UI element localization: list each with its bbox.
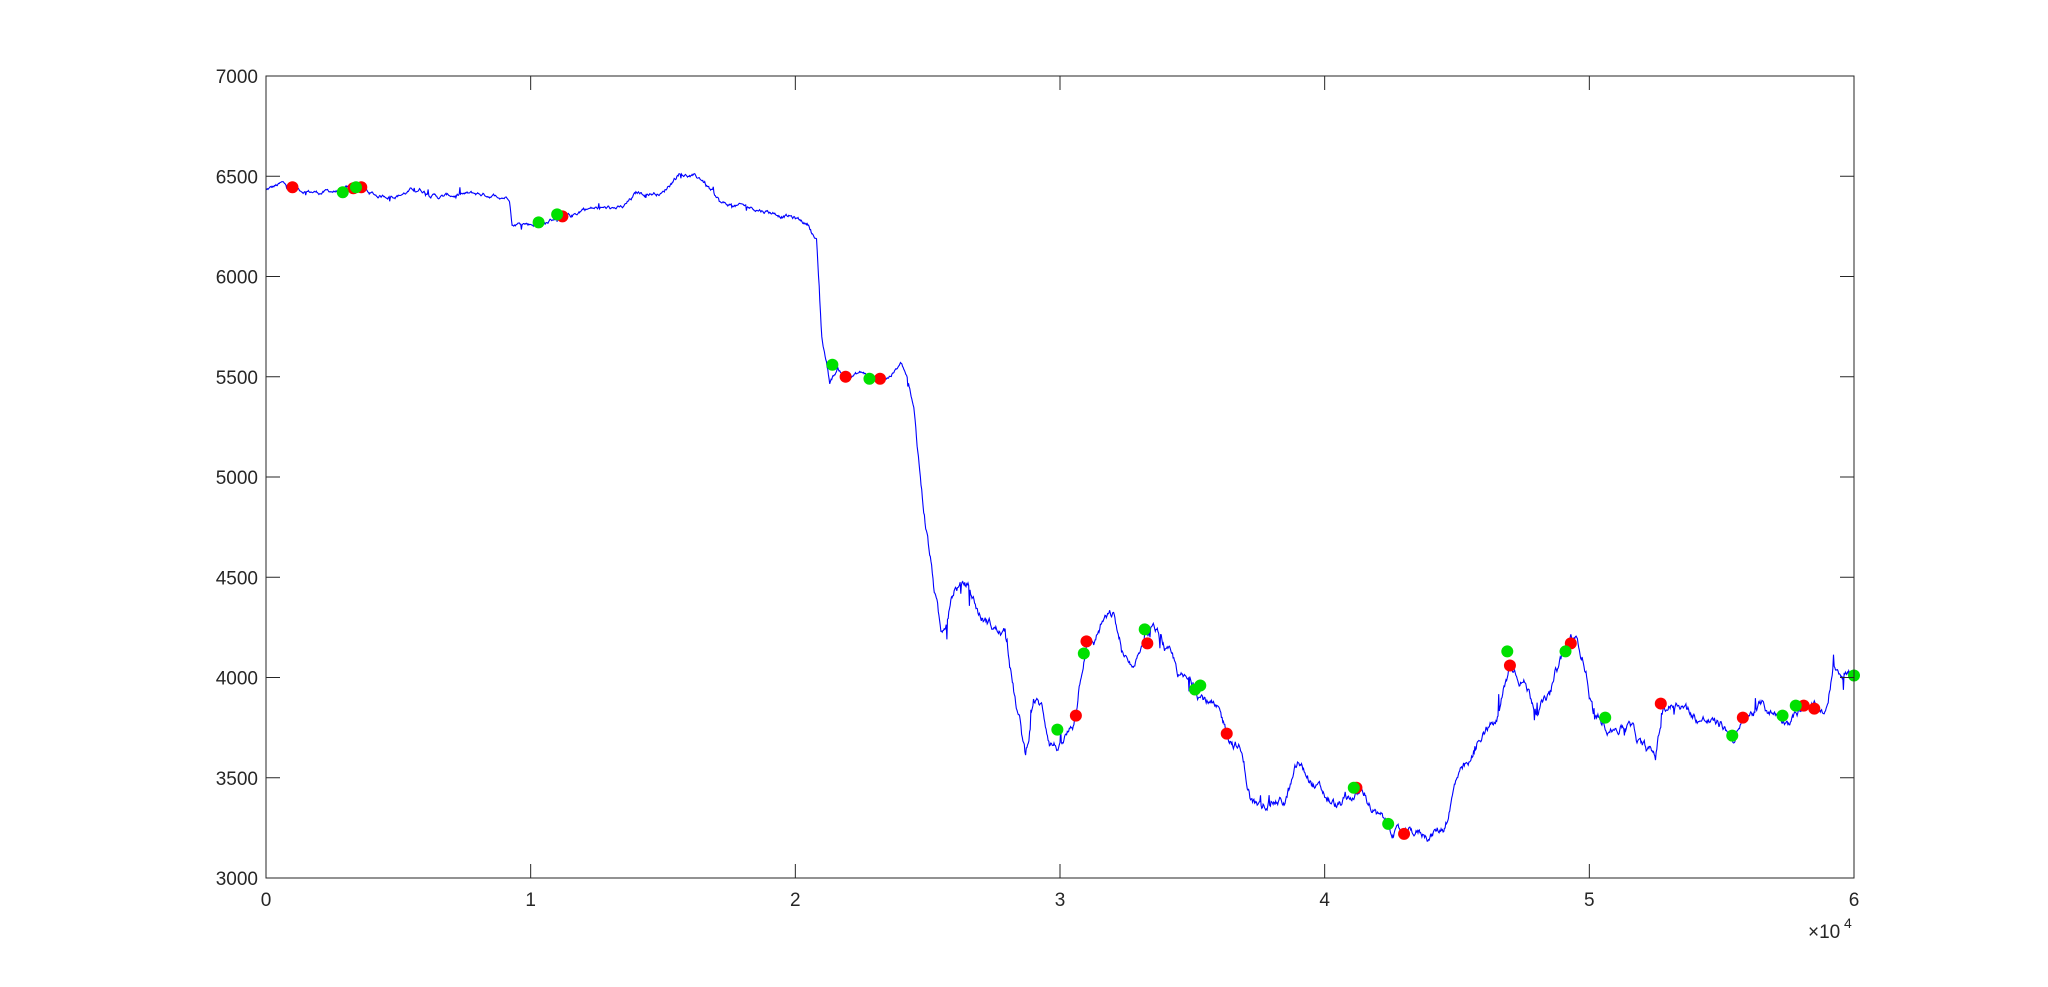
marker-1-2 bbox=[532, 216, 545, 229]
marker-0-14 bbox=[1654, 697, 1667, 710]
y-tick-label: 3500 bbox=[216, 769, 258, 790]
x-exponent-label: ×10 bbox=[1808, 922, 1840, 943]
marker-1-3 bbox=[551, 208, 564, 221]
marker-0-15 bbox=[1736, 711, 1749, 724]
x-exponent-power: 4 bbox=[1844, 915, 1852, 931]
marker-0-12 bbox=[1503, 659, 1516, 672]
marker-0-5 bbox=[874, 372, 887, 385]
marker-1-16 bbox=[1726, 729, 1739, 742]
x-tick-label: 5 bbox=[1584, 890, 1595, 911]
series-line-0 bbox=[265, 172, 1855, 842]
axes-layer: 3000 3500 4000 4500 5000 5500 6000 6500 7000 0 1 2 3… bbox=[216, 67, 1860, 943]
marker-1-15 bbox=[1599, 711, 1612, 724]
y-tick-label: 5500 bbox=[216, 368, 258, 389]
y-tick-label: 4500 bbox=[216, 568, 258, 589]
y-tick-label: 5000 bbox=[216, 468, 258, 489]
marker-1-0 bbox=[336, 186, 349, 199]
x-tick-label: 2 bbox=[790, 890, 801, 911]
y-tick-label: 7000 bbox=[216, 67, 258, 88]
x-tick-label: 4 bbox=[1319, 890, 1330, 911]
marker-1-17 bbox=[1776, 709, 1789, 722]
marker-1-6 bbox=[1051, 723, 1064, 736]
marker-1-8 bbox=[1138, 623, 1151, 636]
y-tick-label: 6500 bbox=[216, 167, 258, 188]
marker-1-12 bbox=[1382, 817, 1395, 830]
marker-1-5 bbox=[863, 372, 876, 385]
marker-1-14 bbox=[1559, 645, 1572, 658]
marker-1-13 bbox=[1501, 645, 1514, 658]
marker-1-11 bbox=[1347, 781, 1360, 794]
y-tick-label: 3000 bbox=[216, 869, 258, 890]
marker-0-9 bbox=[1220, 727, 1233, 740]
y-tick-label: 4000 bbox=[216, 669, 258, 690]
y-tick-label: 6000 bbox=[216, 268, 258, 289]
marker-0-4 bbox=[839, 370, 852, 383]
marker-layer bbox=[286, 181, 1860, 840]
x-tick-label: 6 bbox=[1849, 890, 1860, 911]
marker-0-11 bbox=[1398, 827, 1411, 840]
marker-1-10 bbox=[1194, 679, 1207, 692]
x-tick-label: 1 bbox=[525, 890, 536, 911]
marker-0-0 bbox=[286, 181, 299, 194]
marker-1-4 bbox=[826, 358, 839, 371]
marker-0-17 bbox=[1808, 702, 1821, 715]
marker-1-18 bbox=[1789, 699, 1802, 712]
marker-1-7 bbox=[1077, 647, 1090, 660]
axes-box bbox=[265, 75, 1855, 879]
marker-0-7 bbox=[1080, 635, 1093, 648]
x-tick-label: 3 bbox=[1055, 890, 1066, 911]
series-layer bbox=[265, 172, 1855, 842]
x-tick-label: 0 bbox=[261, 890, 272, 911]
marker-0-8 bbox=[1141, 637, 1154, 650]
marker-1-1 bbox=[349, 181, 362, 194]
marker-0-6 bbox=[1069, 709, 1082, 722]
